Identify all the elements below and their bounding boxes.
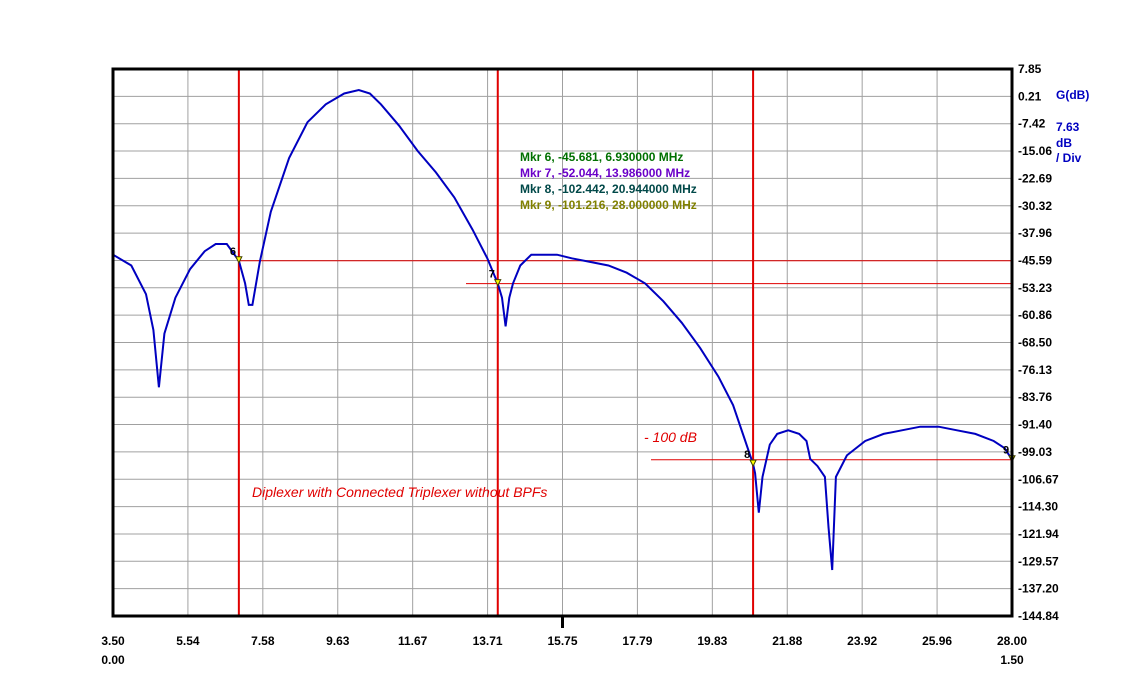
y-tick-label: -30.32 — [1018, 199, 1052, 213]
y-tick-label: 0.21 — [1018, 89, 1042, 103]
y-tick-label: -137.20 — [1018, 582, 1059, 596]
x-tick-label: 7.58 — [251, 634, 275, 648]
y-tick-label: -53.23 — [1018, 281, 1052, 295]
y-tick-labels: 7.85 0.21 -7.42 -15.06 -22.69 -30.32 -37.96 -45… — [1018, 62, 1059, 623]
x-tick-label: 3.50 — [101, 634, 125, 648]
marker-number: 8 — [744, 449, 750, 461]
chart-caption: Diplexer with Connected Triplexer withou… — [252, 484, 547, 500]
marker-readout-8: Mkr 8, -102.442, 20.944000 MHz — [520, 182, 697, 196]
x-tick-label: 19.83 — [697, 634, 727, 648]
scale-unit-db: dB — [1056, 136, 1072, 150]
y-tick-label: -15.06 — [1018, 144, 1052, 158]
y-tick-label: -99.03 — [1018, 445, 1052, 459]
trace-line — [112, 88, 1013, 571]
y-tick-label: -144.84 — [1018, 609, 1059, 623]
y-tick-label: -129.57 — [1018, 554, 1059, 568]
y-tick-label: -68.50 — [1018, 336, 1052, 350]
y-tick-label: -121.94 — [1018, 527, 1059, 541]
y-tick-label: -114.30 — [1018, 500, 1058, 514]
x-tick-label: 21.88 — [772, 634, 802, 648]
x-tick-label: 23.92 — [847, 634, 877, 648]
y-tick-label: -37.96 — [1018, 226, 1052, 240]
y-tick-label: -45.59 — [1018, 253, 1052, 267]
y-tick-label: -7.42 — [1018, 117, 1046, 131]
x-tick-label: 17.79 — [622, 634, 652, 648]
marker-number: 9 — [1003, 445, 1009, 457]
y-tick-label: 7.85 — [1018, 62, 1042, 76]
marker-point — [235, 256, 243, 264]
y-tick-label: -22.69 — [1018, 171, 1052, 185]
marker-point — [493, 279, 502, 287]
x-tick-label: 13.71 — [473, 634, 503, 648]
y-unit-label: G(dB) — [1056, 88, 1089, 102]
threshold-annotation: - 100 dB — [644, 429, 697, 445]
marker-number: 6 — [230, 246, 236, 258]
x-sub-label-left: 0.00 — [101, 653, 125, 667]
y-tick-label: -60.86 — [1018, 308, 1052, 322]
x-tick-label: 28.00 — [997, 634, 1027, 648]
plot-frame — [111, 67, 1014, 618]
x-sub-label-right: 1.50 — [1000, 653, 1024, 667]
x-tick-label: 25.96 — [922, 634, 952, 648]
marker-number: 7 — [489, 269, 495, 281]
scale-unit-div: / Div — [1056, 151, 1082, 165]
y-tick-label: -76.13 — [1018, 363, 1052, 377]
marker-readout-7: Mkr 7, -52.044, 13.986000 MHz — [520, 166, 690, 180]
y-tick-label: -83.76 — [1018, 390, 1052, 404]
marker-readout-6: Mkr 6, -45.681, 6.930000 MHz — [520, 150, 683, 164]
marker-readout-9: Mkr 9, -101.216, 28.000000 MHz — [520, 198, 697, 212]
x-tick-label: 15.75 — [547, 634, 577, 648]
marker-point — [749, 459, 757, 468]
y-tick-label: -106.67 — [1018, 472, 1059, 486]
x-tick-label: 5.54 — [176, 634, 200, 648]
reference-lines — [237, 69, 1012, 616]
x-tick-label: 9.63 — [326, 634, 350, 648]
x-tick-labels: 3.50 5.54 7.58 9.63 11.67 13.71 15.75 17.79 19.8… — [101, 634, 1027, 648]
markers: 6 7 8 9 — [230, 246, 1016, 468]
scale-value: 7.63 — [1056, 120, 1080, 134]
x-tick-label: 11.67 — [398, 634, 428, 648]
y-tick-label: -91.40 — [1018, 418, 1052, 432]
